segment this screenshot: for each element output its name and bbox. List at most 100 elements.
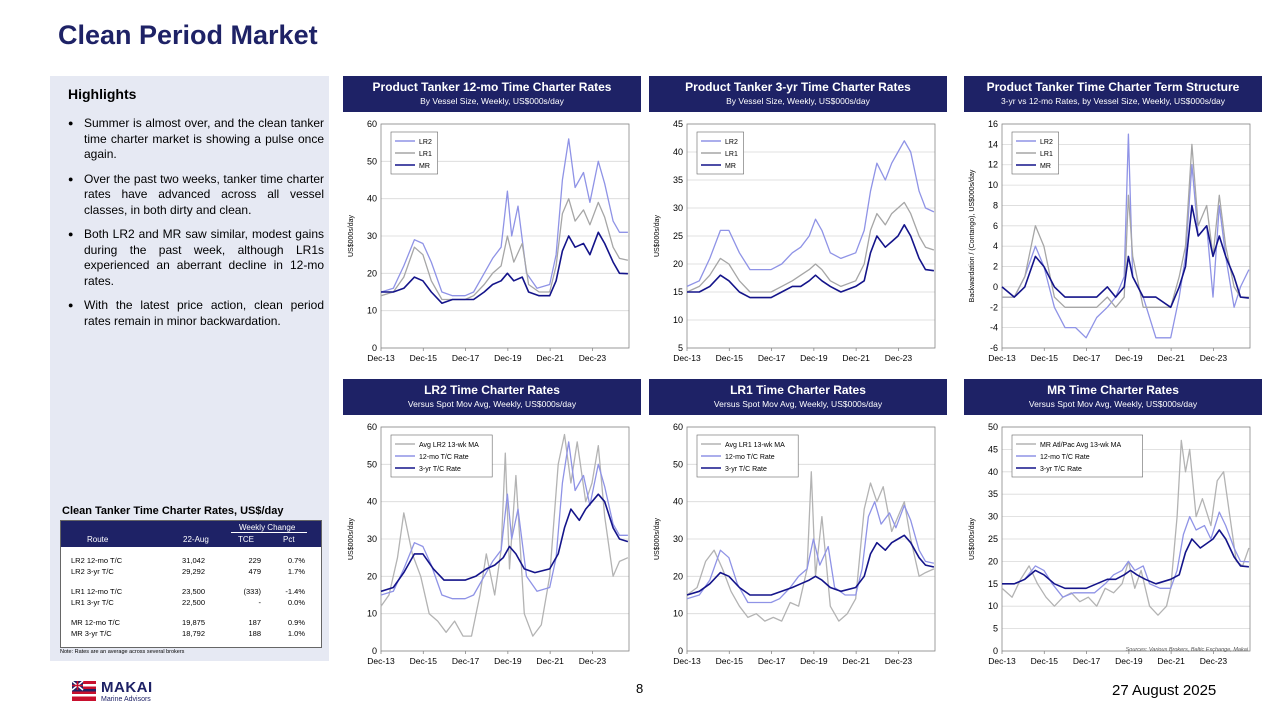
y-tick-label: 12 xyxy=(988,160,998,170)
x-tick-label: Dec-15 xyxy=(1031,656,1059,666)
y-tick-label: 10 xyxy=(673,315,683,325)
x-tick-label: Dec-23 xyxy=(1200,353,1228,363)
y-tick-label: 0 xyxy=(372,343,377,353)
table-row: LR1 12-mo T/C 23,500 (333) -1.4% xyxy=(61,587,321,598)
y-axis-label: US$000s/day xyxy=(654,517,661,560)
legend-label: Avg LR2 13-wk MA xyxy=(419,442,479,449)
highlight-item: Summer is almost over, and the clean tan… xyxy=(68,116,324,163)
plot-border xyxy=(686,426,936,652)
page-title: Clean Period Market xyxy=(58,20,318,50)
legend-label: LR1 xyxy=(1040,151,1053,158)
y-axis-label: US$000s/day xyxy=(348,517,355,560)
y-tick-label: 4 xyxy=(993,241,998,251)
x-tick-label: Dec-15 xyxy=(716,656,744,666)
y-tick-label: 8 xyxy=(993,200,998,210)
chart-subtitle: Versus Spot Mov Avg, Weekly, US$000s/day xyxy=(1028,399,1198,409)
route-header: Route xyxy=(87,535,109,544)
series-line xyxy=(1001,439,1250,616)
y-tick-label: 50 xyxy=(367,459,377,469)
y-tick-label: 20 xyxy=(673,571,683,581)
x-tick-label: Dec-23 xyxy=(1200,656,1228,666)
table-row: LR2 3-yr T/C 29,292 479 1.7% xyxy=(61,567,321,578)
chart-plot: 0 10 20 30 40 50 60 Dec-13 Dec-15 Dec-17 Dec-19 Dec… xyxy=(348,119,630,363)
tce-header: TCE xyxy=(238,535,254,544)
chart-header: Product Tanker 3-yr Time Charter Rates B… xyxy=(649,76,947,112)
y-tick-label: 30 xyxy=(367,534,377,544)
series-line xyxy=(686,201,935,293)
row-value: 29,292 xyxy=(182,567,205,576)
rates-table-header: Weekly Change Route 22-Aug TCE Pct xyxy=(61,521,321,547)
x-tick-label: Dec-13 xyxy=(673,353,701,363)
plot-border xyxy=(380,123,630,349)
y-tick-label: 50 xyxy=(988,422,998,432)
series-line xyxy=(1002,511,1249,598)
y-tick-label: 20 xyxy=(367,268,377,278)
series-line xyxy=(1001,204,1249,309)
chart-title: Product Tanker Time Charter Term Structu… xyxy=(986,80,1240,94)
weekly-change-header: Weekly Change xyxy=(239,523,296,532)
row-route: LR1 3-yr T/C xyxy=(71,598,114,607)
y-tick-label: 20 xyxy=(988,556,998,566)
y-tick-label: 6 xyxy=(993,221,998,231)
y-tick-label: 20 xyxy=(673,259,683,269)
y-tick-label: 50 xyxy=(673,459,683,469)
makai-logo: MAKAI Marine Advisors xyxy=(72,679,162,705)
legend-label: 3-yr T/C Rate xyxy=(419,466,461,473)
plot-border xyxy=(380,426,630,652)
y-tick-label: 25 xyxy=(673,231,683,241)
series-line xyxy=(381,231,628,304)
x-tick-label: Dec-13 xyxy=(367,656,395,666)
row-pct: 1.0% xyxy=(287,629,305,638)
legend-label: LR2 xyxy=(725,139,738,146)
row-route: MR 12-mo T/C xyxy=(71,618,121,627)
y-tick-label: 35 xyxy=(673,175,683,185)
y-axis-label: US$000s/day xyxy=(654,214,661,257)
x-tick-label: Dec-19 xyxy=(800,656,828,666)
plot-border xyxy=(686,123,936,349)
series-line xyxy=(686,534,935,596)
chart-title: LR2 Time Charter Rates xyxy=(424,383,560,397)
x-tick-label: Dec-23 xyxy=(885,656,913,666)
row-tce: - xyxy=(258,598,262,607)
row-value: 18,792 xyxy=(182,629,205,638)
chart-lr1-tc-rates: LR1 Time Charter Rates Versus Spot Mov A… xyxy=(649,379,947,675)
y-tick-label: 14 xyxy=(988,139,998,149)
y-tick-label: 15 xyxy=(673,287,683,297)
y-tick-label: 40 xyxy=(367,194,377,204)
legend-label: 3-yr T/C Rate xyxy=(1040,466,1082,473)
legend-label: 12-mo T/C Rate xyxy=(1040,454,1090,461)
pct-header: Pct xyxy=(283,535,295,544)
chart-title: Product Tanker 12-mo Time Charter Rates xyxy=(372,80,612,94)
y-tick-label: 10 xyxy=(367,306,377,316)
series-line xyxy=(380,433,629,637)
report-date: 27 August 2025 xyxy=(1112,682,1217,699)
chart-header: MR Time Charter Rates Versus Spot Mov Av… xyxy=(964,379,1262,415)
row-route: LR1 12-mo T/C xyxy=(71,587,123,596)
highlight-item: Over the past two weeks, tanker time cha… xyxy=(68,172,324,219)
y-tick-label: -6 xyxy=(990,343,998,353)
x-tick-label: Dec-17 xyxy=(452,656,480,666)
x-tick-label: Dec-21 xyxy=(1157,656,1185,666)
y-tick-label: 60 xyxy=(673,422,683,432)
chart-header: Product Tanker Time Charter Term Structu… xyxy=(964,76,1262,112)
chart-subtitle: By Vessel Size, Weekly, US$000s/day xyxy=(726,96,870,106)
series-line xyxy=(686,501,935,604)
y-tick-label: 60 xyxy=(367,119,377,129)
y-tick-label: 10 xyxy=(988,180,998,190)
y-tick-label: 25 xyxy=(988,534,998,544)
series-line xyxy=(380,493,629,593)
x-tick-label: Dec-13 xyxy=(367,353,395,363)
x-tick-label: Dec-13 xyxy=(673,656,701,666)
row-value: 19,875 xyxy=(182,618,205,627)
x-tick-label: Dec-13 xyxy=(988,656,1016,666)
series-line xyxy=(380,138,628,297)
legend-label: 12-mo T/C Rate xyxy=(725,454,775,461)
chart-plot: 5 10 15 20 25 30 35 40 45 Dec-13 Dec-15 Dec-17 Dec-1… xyxy=(654,119,936,363)
y-tick-label: 10 xyxy=(673,609,683,619)
legend-label: 12-mo T/C Rate xyxy=(419,454,469,461)
y-axis-label: US$000s/day xyxy=(969,517,976,560)
series-line xyxy=(686,471,935,622)
chart-title: MR Time Charter Rates xyxy=(1047,383,1179,397)
x-tick-label: Dec-15 xyxy=(410,353,438,363)
x-tick-label: Dec-17 xyxy=(758,353,786,363)
